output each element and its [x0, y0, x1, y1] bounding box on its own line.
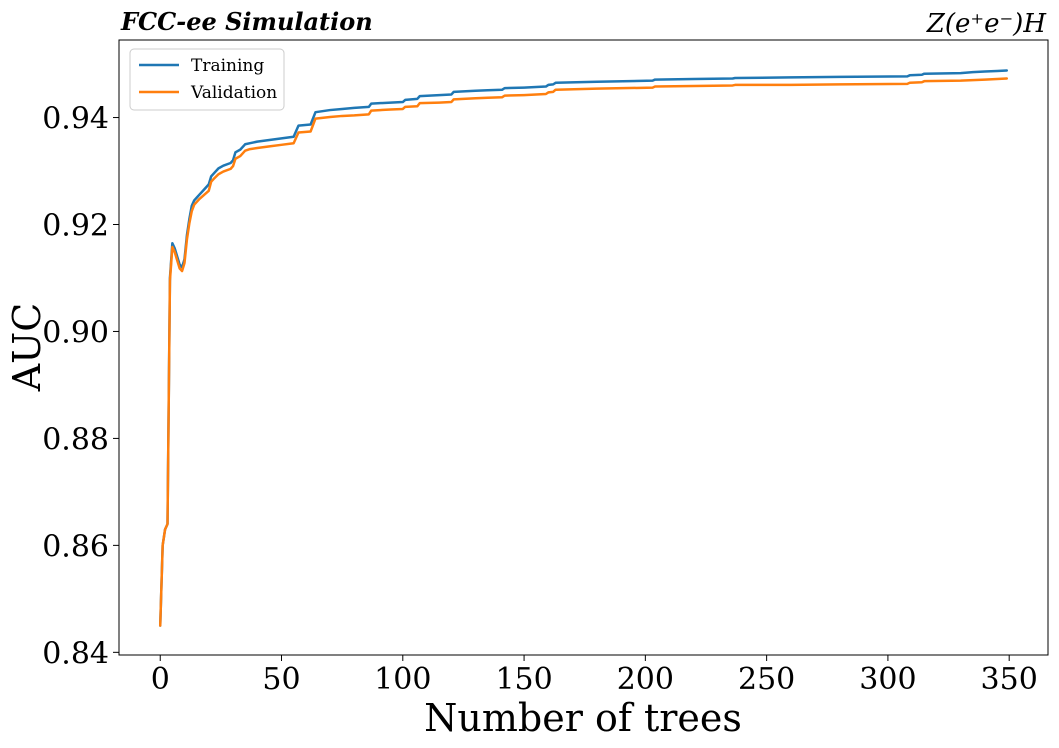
- x-tick-label: 0: [151, 662, 170, 697]
- chart-title-right: Z(e⁺e⁻)H: [926, 9, 1048, 39]
- y-axis-label: AUC: [5, 303, 49, 393]
- x-tick-label: 200: [617, 662, 674, 697]
- x-tick-label: 50: [262, 662, 300, 697]
- legend: Training Validation: [129, 48, 285, 111]
- plot-frame: [118, 39, 1049, 656]
- chart-title-left: FCC-ee Simulation: [120, 7, 373, 36]
- series-line-training: [158, 69, 1009, 627]
- x-tick-label: 350: [981, 662, 1038, 697]
- y-tick-label: 0.94: [42, 102, 109, 137]
- y-tick-label: 0.86: [42, 529, 109, 564]
- legend-label-validation: Validation: [190, 83, 277, 103]
- y-tick-label: 0.88: [42, 422, 109, 457]
- legend-label-training: Training: [191, 56, 264, 76]
- x-tick-label: 300: [859, 662, 916, 697]
- x-tick-label: 250: [738, 662, 795, 697]
- y-axis-ticks: 0.84 0.86 0.88 0.90 0.92 0.94: [42, 102, 119, 671]
- plot-lines: [158, 69, 1009, 627]
- x-tick-label: 150: [495, 662, 552, 697]
- y-tick-label: 0.90: [42, 315, 109, 350]
- y-tick-label: 0.84: [42, 636, 109, 671]
- x-axis-label: Number of trees: [424, 696, 742, 740]
- x-axis-ticks: 0 50 100 150 200 250 300 350: [151, 655, 1038, 697]
- series-line-validation: [158, 77, 1009, 627]
- x-tick-label: 100: [374, 662, 431, 697]
- y-tick-label: 0.92: [42, 209, 109, 244]
